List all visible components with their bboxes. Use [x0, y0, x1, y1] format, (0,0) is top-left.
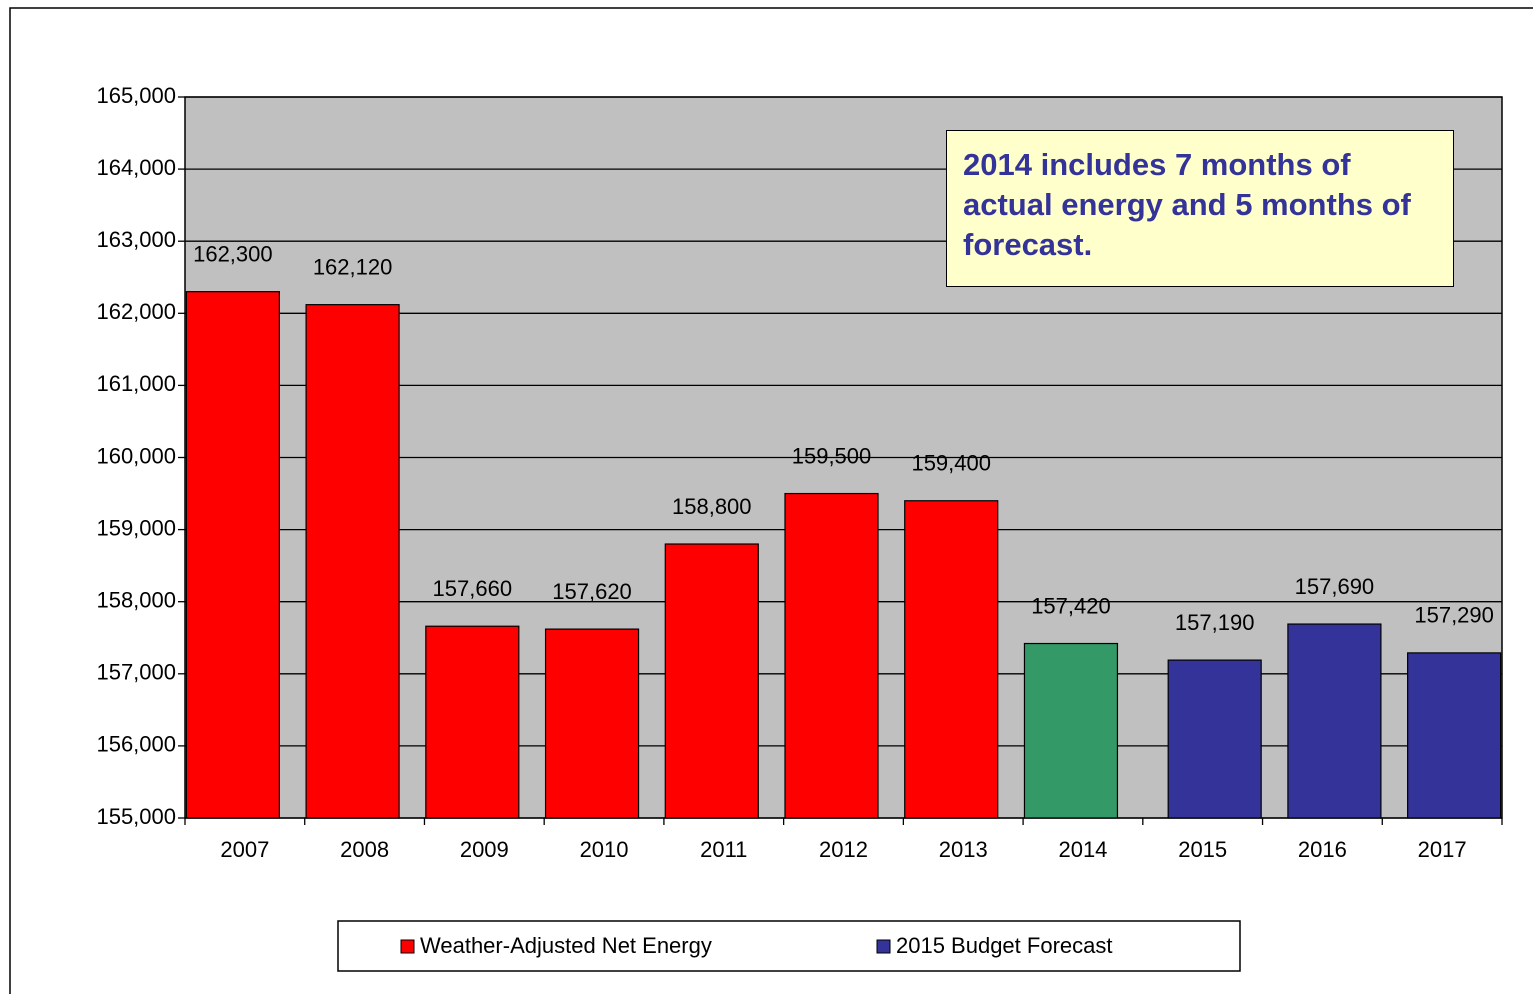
x-tick-label: 2011 [700, 837, 747, 862]
data-label: 157,290 [1414, 603, 1494, 628]
legend-box [337, 920, 1241, 972]
data-label: 157,620 [552, 579, 632, 604]
x-tick-label: 2010 [580, 837, 629, 862]
legend-swatch [400, 939, 415, 954]
y-tick-label: 160,000 [96, 443, 176, 468]
bar [1023, 642, 1119, 819]
bar [784, 492, 879, 819]
bar [305, 304, 400, 819]
annotation: 2014 includes 7 months of actual energy … [946, 130, 1454, 287]
bar [664, 543, 759, 819]
data-label: 162,120 [313, 254, 393, 279]
y-tick-label: 156,000 [96, 732, 176, 757]
y-tick-label: 155,000 [96, 804, 176, 829]
y-tick-label: 158,000 [96, 588, 176, 613]
data-label: 159,400 [911, 451, 991, 476]
legend-swatch [876, 939, 891, 954]
x-tick-label: 2007 [220, 837, 269, 862]
y-tick-label: 163,000 [96, 227, 176, 252]
x-tick-label: 2014 [1058, 837, 1107, 862]
y-tick-label: 164,000 [96, 155, 176, 180]
y-tick-label: 162,000 [96, 299, 176, 324]
bar [425, 625, 520, 819]
x-tick-label: 2013 [939, 837, 988, 862]
x-tick-label: 2017 [1418, 837, 1467, 862]
x-tick-label: 2008 [340, 837, 389, 862]
data-label: 162,300 [193, 241, 273, 266]
bar [1407, 652, 1502, 819]
y-tick-label: 165,000 [96, 83, 176, 108]
x-tick-label: 2016 [1298, 837, 1347, 862]
data-label: 159,500 [792, 443, 872, 468]
bar [185, 291, 280, 819]
y-tick-label: 161,000 [96, 371, 176, 396]
data-label: 157,660 [433, 576, 513, 601]
bar [904, 500, 999, 819]
data-label: 158,800 [672, 494, 752, 519]
data-label: 157,420 [1031, 593, 1111, 618]
legend-label: Weather-Adjusted Net Energy [420, 933, 712, 958]
data-label: 157,690 [1295, 574, 1375, 599]
x-tick-label: 2009 [460, 837, 509, 862]
y-tick-label: 159,000 [96, 515, 176, 540]
data-label: 157,190 [1175, 610, 1255, 635]
bar [1167, 659, 1262, 819]
bar [544, 628, 640, 819]
x-tick-label: 2015 [1178, 837, 1227, 862]
bar [1287, 623, 1382, 819]
y-tick-label: 157,000 [96, 660, 176, 685]
x-tick-label: 2012 [819, 837, 868, 862]
legend-label: 2015 Budget Forecast [896, 933, 1112, 958]
